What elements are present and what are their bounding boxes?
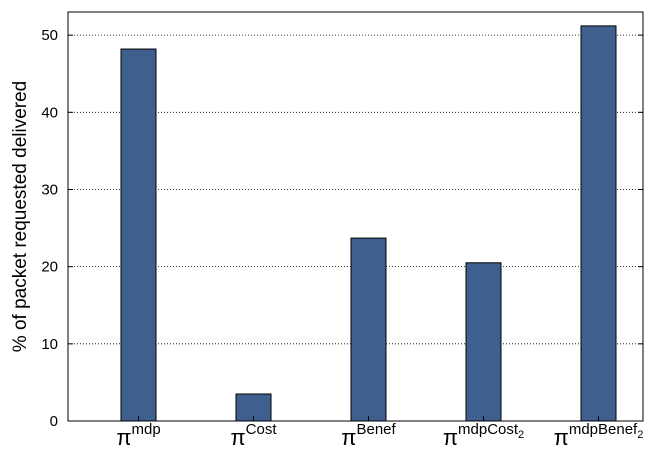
x-tick-label: πmdpCost2 [443, 421, 524, 450]
x-tick-label-sub: 2 [637, 429, 643, 441]
y-tick-label: 40 [41, 104, 58, 121]
x-tick-label-base: π [443, 425, 458, 450]
x-tick-label: πmdp [116, 421, 160, 450]
x-tick-label: πmdpBenef2 [554, 421, 644, 450]
x-tick-label-sup: Cost [246, 421, 278, 438]
x-tick-label-base: π [341, 425, 356, 450]
x-tick-label-sup: mdpBenef [569, 421, 638, 438]
x-tick-label-base: π [230, 425, 245, 450]
x-axis-labels: πmdp πCost πBenef πmdpCost2 πmdpBenef2 [116, 421, 643, 450]
x-tick-label: πCost [230, 421, 277, 450]
x-tick-label: πBenef [341, 421, 396, 450]
bars [120, 25, 617, 422]
y-axis-ticks: 0 10 20 30 40 50 [41, 27, 643, 430]
bar [580, 25, 617, 422]
x-tick-label-sup: Benef [356, 421, 396, 438]
x-tick-label-base: π [554, 425, 569, 450]
y-axis-label: % of packet requested delivered [10, 81, 31, 352]
y-tick-label: 0 [50, 413, 58, 430]
bar [120, 48, 157, 422]
x-tick-label-base: π [116, 425, 131, 450]
plot-frame [67, 11, 644, 422]
y-tick-label: 20 [41, 259, 58, 276]
x-tick-label-sub: 2 [518, 429, 524, 441]
x-tick-label-sup: mdp [132, 421, 161, 438]
bar [350, 237, 387, 422]
x-tick-label-sup: mdpCost [458, 421, 519, 438]
y-tick-label: 50 [41, 27, 58, 44]
y-tick-label: 30 [41, 181, 58, 198]
bar [465, 262, 502, 422]
y-tick-label: 10 [41, 336, 58, 353]
